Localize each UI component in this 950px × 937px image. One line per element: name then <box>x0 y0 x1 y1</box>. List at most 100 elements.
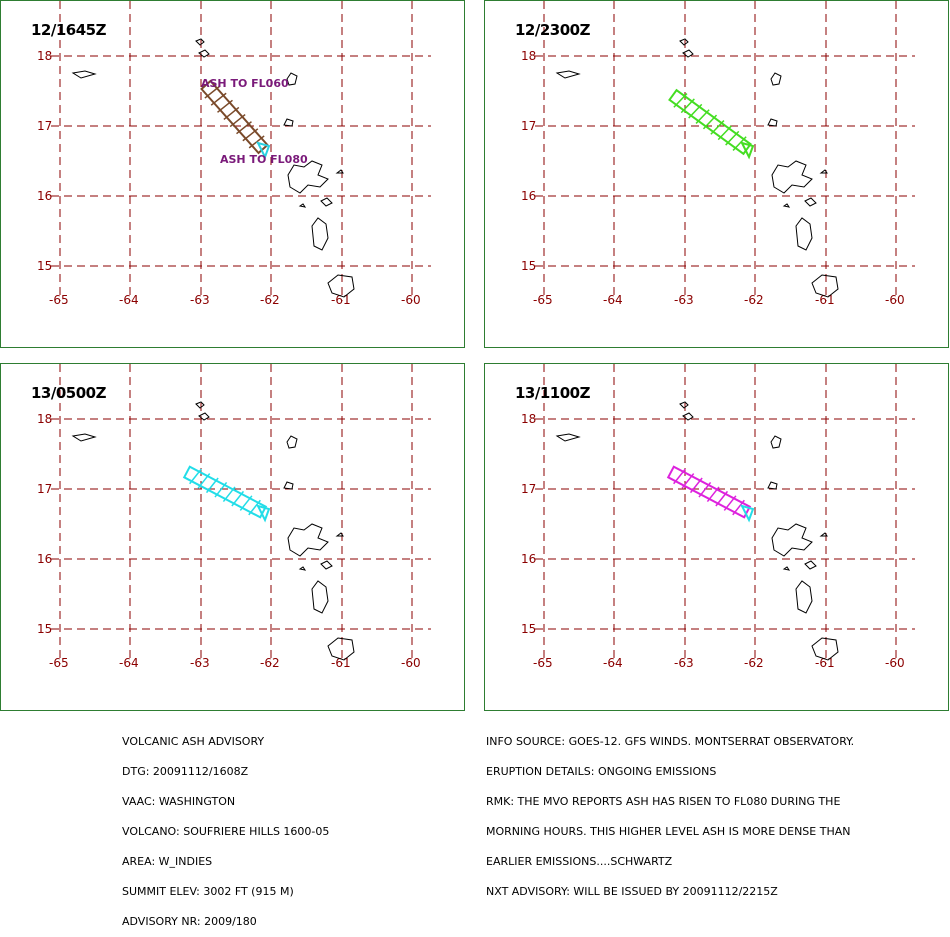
island-coastline <box>811 637 839 661</box>
longitude-label: -61 <box>331 656 351 670</box>
longitude-label: -64 <box>119 656 139 670</box>
map-canvas: 18 17 16 15 -65 -64 -63 -62 -61 -60 <box>37 1 431 307</box>
advisory-line: SUMMIT ELEV: 3002 FT (915 M) <box>122 885 294 898</box>
advisory-line: AREA: W_INDIES <box>122 855 213 868</box>
ash-plume-hatch <box>702 114 718 130</box>
volcano-source-marker <box>740 504 755 523</box>
latitude-label: 16 <box>521 552 536 566</box>
island-coastline <box>819 532 828 537</box>
ash-plume-hatch <box>706 486 720 502</box>
advisory-line: VOLCANIC ASH ADVISORY <box>122 735 265 748</box>
longitude-label: -63 <box>674 293 694 307</box>
ash-plume-hatch <box>231 490 245 507</box>
island-coastline <box>682 49 694 58</box>
advisory-line: ADVISORY NR: 2009/180 <box>122 915 257 928</box>
island-coastline <box>195 38 205 46</box>
ash-plume-outline <box>668 88 752 156</box>
ash-plume-hatch <box>698 482 712 498</box>
ash-plume-hatch <box>214 482 228 498</box>
ash-plume-hatch <box>688 103 703 119</box>
island-coastline <box>71 433 97 442</box>
ash-plume-hatch <box>732 499 745 516</box>
map-panel-3: 18 17 16 15 -65 -64 -63 -62 -61 -60 13/0500Z <box>0 363 465 711</box>
island-coastline <box>311 580 329 614</box>
ash-plume-hatch <box>222 486 236 502</box>
advisory-line: EARLIER EMISSIONS....SCHWARTZ <box>486 855 673 868</box>
island-coastline <box>198 412 210 421</box>
island-coastline <box>782 203 791 208</box>
longitude-label: -62 <box>260 293 280 307</box>
map-panel-4: 18 17 16 15 -65 -64 -63 -62 -61 -60 13/1100Z <box>484 363 949 711</box>
advisory-line: INFO SOURCE: GOES-12. GFS WINDS. MONTSER… <box>486 735 855 748</box>
ash-plume-hatch <box>229 113 246 128</box>
latitude-label: 17 <box>521 119 536 133</box>
map-canvas: 18 17 16 15 -65 -64 -63 -62 -61 -60 <box>521 364 915 670</box>
ash-plume-hatch <box>205 477 219 494</box>
longitude-label: -61 <box>331 293 351 307</box>
island-coastline <box>311 217 329 251</box>
island-coastline <box>682 412 694 421</box>
island-coastline <box>795 580 813 614</box>
ash-plume-hatch <box>717 125 732 141</box>
island-coastline <box>804 197 817 207</box>
island-coastline <box>679 401 689 409</box>
latitude-label: 16 <box>37 189 52 203</box>
longitude-label: -63 <box>674 656 694 670</box>
ash-plume-hatch <box>248 499 261 516</box>
advisory-line: MORNING HOURS. THIS HIGHER LEVEL ASH IS … <box>486 825 851 838</box>
island-coastline <box>287 160 329 194</box>
longitude-label: -61 <box>815 293 835 307</box>
island-coastline <box>286 435 298 449</box>
ash-plume-hatch <box>242 128 259 142</box>
ash-plume-hatch <box>689 477 703 494</box>
latitude-label: 18 <box>521 49 536 63</box>
island-coastline <box>782 566 791 571</box>
island-coastline <box>327 637 355 661</box>
longitude-label: -62 <box>744 293 764 307</box>
ash-plume-hatch <box>681 473 695 489</box>
panel-timestamp: 13/1100Z <box>515 384 590 402</box>
latitude-label: 15 <box>37 259 52 273</box>
ash-plume-hatch <box>695 109 710 124</box>
map-canvas: 18 17 16 15 -65 -64 -63 -62 -61 -60 <box>521 1 915 307</box>
island-coastline <box>320 197 333 207</box>
panel-timestamp: 13/0500Z <box>31 384 106 402</box>
longitude-label: -60 <box>401 656 421 670</box>
map-panel-1: 18 17 16 15 -65 -64 -63 -62 -61 -60 12/1645Z ASH … <box>0 0 465 348</box>
ash-plume-hatch <box>189 468 202 485</box>
ash-plume-hatch <box>236 121 252 135</box>
longitude-label: -60 <box>885 656 905 670</box>
latitude-label: 16 <box>37 552 52 566</box>
island-coastline <box>335 532 344 537</box>
longitude-label: -63 <box>190 293 210 307</box>
longitude-label: -64 <box>603 293 623 307</box>
island-coastline <box>283 118 294 127</box>
longitude-label: -61 <box>815 656 835 670</box>
longitude-label: -65 <box>533 293 553 307</box>
longitude-label: -62 <box>744 656 764 670</box>
island-coastline <box>335 169 344 174</box>
island-coastline <box>320 560 333 570</box>
island-coastline <box>195 401 205 409</box>
advisory-line: VAAC: WASHINGTON <box>122 795 236 808</box>
volcano-source-marker <box>256 504 271 523</box>
latitude-label: 17 <box>521 482 536 496</box>
ash-plume-hatch <box>197 473 211 489</box>
latitude-label: 17 <box>37 482 52 496</box>
latitude-label: 15 <box>37 622 52 636</box>
island-coastline <box>804 560 817 570</box>
island-coastline <box>819 169 828 174</box>
island-coastline <box>679 38 689 46</box>
ash-plume-hatch <box>239 495 253 511</box>
island-coastline <box>770 435 782 449</box>
advisory-left: VOLCANIC ASH ADVISORY DTG: 20091112/1608… <box>122 717 329 937</box>
ash-plume-hatch <box>725 130 740 146</box>
longitude-label: -65 <box>533 656 553 670</box>
ash-annotation-fl080: ASH TO FL080 <box>220 153 308 166</box>
latitude-label: 18 <box>521 412 536 426</box>
island-coastline <box>327 274 355 298</box>
ash-plume-hatch <box>715 490 729 507</box>
longitude-label: -60 <box>885 293 905 307</box>
ash-plume-hatch <box>210 92 227 106</box>
island-coastline <box>286 72 298 86</box>
